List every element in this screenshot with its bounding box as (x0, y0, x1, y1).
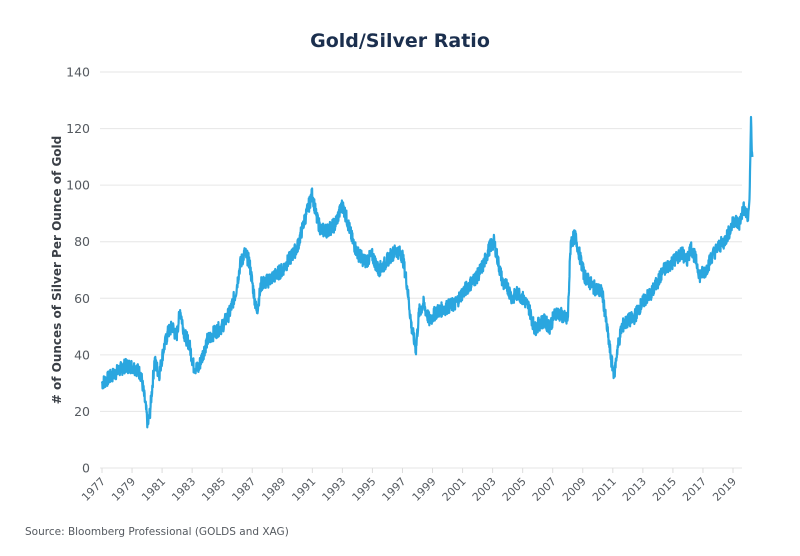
y-tick-label: 40 (74, 347, 90, 362)
x-tick-label: 1989 (259, 475, 288, 504)
x-tick-label: 2015 (650, 475, 679, 504)
x-tick-label: 1999 (410, 475, 439, 504)
x-tick-label: 2019 (710, 475, 739, 504)
y-tick-label: 80 (74, 234, 90, 249)
chart-title: Gold/Silver Ratio (310, 30, 490, 52)
x-tick-label: 1995 (350, 475, 379, 504)
x-tick-label: 2005 (500, 475, 529, 504)
x-tick-label: 1985 (199, 475, 228, 504)
x-tick-label: 1981 (139, 475, 168, 504)
x-tick-label: 1987 (229, 475, 258, 504)
gridlines (100, 71, 742, 469)
series-line-gold-silver-ratio (100, 115, 754, 429)
x-tick-label: 2017 (680, 475, 709, 504)
source-note: Source: Bloomberg Professional (GOLDS an… (25, 526, 289, 538)
y-tick-label: 60 (74, 291, 90, 306)
x-tick-label: 1983 (169, 475, 198, 504)
x-tick-label: 1991 (289, 475, 318, 504)
x-tick-label: 1993 (320, 475, 349, 504)
x-tick-label: 2003 (470, 475, 499, 504)
y-tick-label: 120 (66, 121, 90, 136)
x-tick-label: 1979 (109, 475, 138, 504)
y-axis-ticks: 0 20 40 60 80 100 120 140 (66, 65, 90, 476)
y-tick-label: 20 (74, 404, 90, 419)
x-tick-label: 2001 (440, 475, 469, 504)
y-tick-label: 0 (82, 461, 90, 476)
x-tick-label: 2007 (530, 475, 559, 504)
x-axis-ticks: 1977 1979 1981 1983 1985 1987 1989 1991 1993 1995… (79, 468, 739, 504)
y-axis-label: # of Ounces of Silver Per Ounce of Gold (50, 136, 64, 405)
x-tick-label: 2009 (560, 475, 589, 504)
y-tick-label: 140 (66, 65, 90, 80)
x-tick-label: 1977 (79, 475, 108, 504)
x-tick-label: 2013 (620, 475, 649, 504)
y-tick-label: 100 (66, 178, 90, 193)
x-tick-label: 2011 (590, 475, 619, 504)
x-tick-label: 1997 (380, 475, 409, 504)
